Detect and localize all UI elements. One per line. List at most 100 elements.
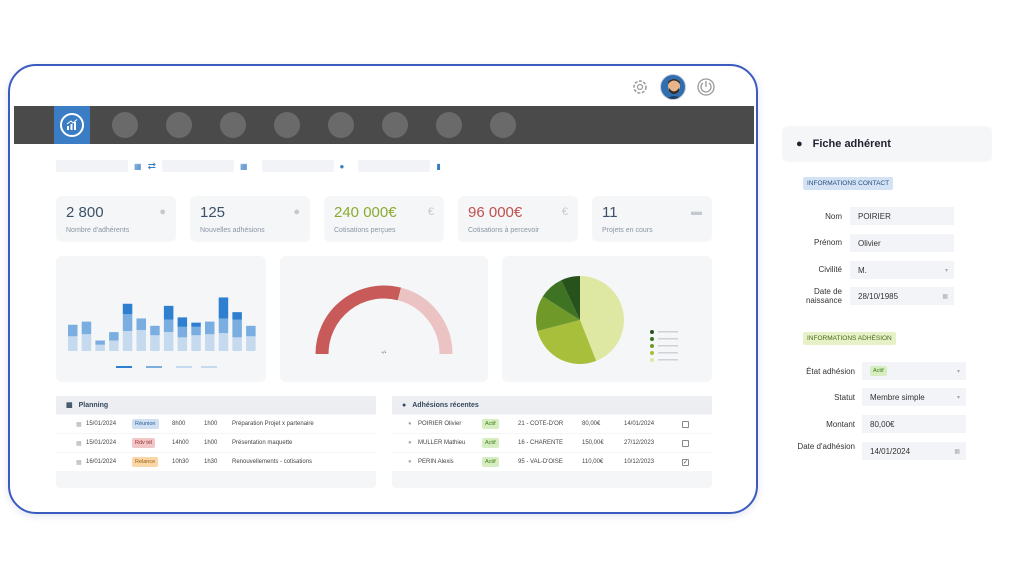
adhesions-title: Adhésions récentes [412,401,479,409]
bar-segment [122,331,133,351]
civilite-select[interactable]: M. ▾ [850,261,954,279]
nav-item-4[interactable] [274,112,300,138]
planning-header: ▦ Planning [56,396,376,414]
planning-duration: 1h00 [204,440,218,446]
top-icons [630,74,716,100]
date-adhesion-value: 14/01/2024 [870,446,911,456]
legend-dot [650,351,654,355]
montant-field[interactable]: 80,00€ [862,415,966,433]
etat-label: État adhésion [806,367,855,376]
date-from-input[interactable] [56,160,128,172]
nav-item-6[interactable] [382,112,408,138]
legend-line [658,331,678,333]
member-filter-input[interactable] [261,160,334,172]
date-to-input[interactable] [161,160,234,172]
etat-select[interactable]: Actif ▾ [862,362,966,380]
nom-field[interactable]: POIRIER [850,207,954,225]
planning-tag: Réunion [132,419,159,429]
row-checkbox[interactable] [682,439,689,447]
avatar[interactable] [660,74,686,100]
kpi-card: 2 800 Nombre d'adhérents ● [56,196,176,242]
chevron-down-icon: ▾ [956,394,960,401]
bar-segment [150,325,160,336]
bar-segment [109,340,119,351]
adhesion-date: 14/01/2024 [624,421,655,427]
planning-duration: 1h00 [204,421,218,427]
nav-item-1[interactable] [112,112,138,138]
bar-segment [81,321,92,335]
user-icon: ● [408,440,412,446]
date-adhesion-field[interactable]: 14/01/2024 ▦ [862,442,966,460]
kpi-card: 125 Nouvelles adhésions ● [190,196,310,242]
naissance-field[interactable]: 28/10/1985 ▦ [850,287,954,305]
statut-value: Membre simple [870,392,925,402]
planning-row[interactable]: ▦ 16/01/2024 Relance 10h30 1h30 Renouvellemen… [56,453,376,471]
stats-filter-input[interactable] [358,160,431,172]
row-checkbox[interactable] [682,420,689,428]
pie-slice [537,320,597,364]
calendar-icon: ▦ [76,440,82,447]
pie-chart [536,276,678,364]
bar-segment [177,337,188,351]
nom-label: Nom [825,212,842,221]
pie-slice [536,296,580,331]
adhesion-row[interactable]: ● PERIN Alexis Actif 95 - VAL-D'OISE 110,00€… [392,453,712,471]
adhesion-row[interactable]: ● MULLER Mathieu Actif 16 - CHARENTE 150,00€… [392,434,712,452]
bar-segment [163,319,174,333]
planning-row[interactable]: ▦ 15/01/2024 Rdv tél 14h00 1h00 Présentation … [56,434,376,452]
kpi-value: 2 800 [66,204,104,221]
nav-item-5[interactable] [328,112,354,138]
bar-segment [95,344,105,351]
bar-segment [122,314,133,332]
adhesion-amount: 80,00€ [582,421,601,427]
power-icon[interactable] [696,77,716,97]
planning-tag: Relance [132,457,159,467]
swap-icon[interactable]: ⇄ [147,160,156,172]
bar-chart-icon[interactable]: ▮ [436,161,441,171]
adhesion-dept: 21 - COTE-D'OR [518,421,564,427]
kpi-label: Nouvelles adhésions [200,227,265,234]
dashboard-logo[interactable] [54,106,90,144]
legend-line [658,359,678,361]
user-icon[interactable]: ● [339,161,345,171]
adhesion-name: MULLER Mathieu [418,440,466,446]
kpi-value: 240 000€ [334,204,397,221]
planning-title: Planning [78,401,109,409]
chevron-down-icon: ▾ [944,267,948,274]
kpi-value: 125 [200,204,226,221]
nav-item-2[interactable] [166,112,192,138]
legend-swatch [146,366,162,368]
user-icon: ● [159,206,166,218]
contact-section-label: INFORMATIONS CONTACT [803,177,894,190]
calendar-icon: ▦ [942,293,948,300]
fiche-header: ● Fiche adhérent [782,126,992,162]
nav-item-8[interactable] [490,112,516,138]
calendar-icon: ▦ [954,448,960,455]
bar-segment [246,325,256,337]
calendar-icon[interactable]: ▦ [239,161,248,171]
prenom-field[interactable]: Olivier [850,234,954,252]
statut-select[interactable]: Membre simple ▾ [862,388,966,406]
adhesion-row[interactable]: ● POIRIER Olivier Actif 21 - COTE-D'OR 80,00… [392,415,712,433]
kpi-value: 11 [602,204,618,221]
pie-card [502,256,712,382]
row-checkbox[interactable]: ✓ [682,458,689,466]
gauge-chart: •/• [315,285,453,356]
bar-segment [232,337,242,351]
bar-segment [191,322,201,327]
calendar-icon: ▦ [66,402,73,409]
gauge-remaining-arc [397,287,453,355]
status-badge: Actif [482,457,499,467]
nav-item-3[interactable] [220,112,246,138]
nav-item-7[interactable] [436,112,462,138]
planning-panel: ▦ Planning ▦ 15/01/2024 Réunion 8h00 1h00 Prép… [56,396,376,488]
planning-label: Présentation maquette [232,440,293,446]
kpi-value: 96 000€ [468,204,523,221]
adhesion-date: 10/12/2023 [624,459,655,465]
planning-row[interactable]: ▦ 15/01/2024 Réunion 8h00 1h00 Préparation Pr… [56,415,376,433]
euro-icon: € [561,206,568,218]
calendar-icon[interactable]: ▦ [134,161,142,171]
planning-start: 14h00 [172,440,189,446]
adhesion-amount: 150,00€ [582,440,604,446]
gear-icon[interactable] [630,77,650,97]
